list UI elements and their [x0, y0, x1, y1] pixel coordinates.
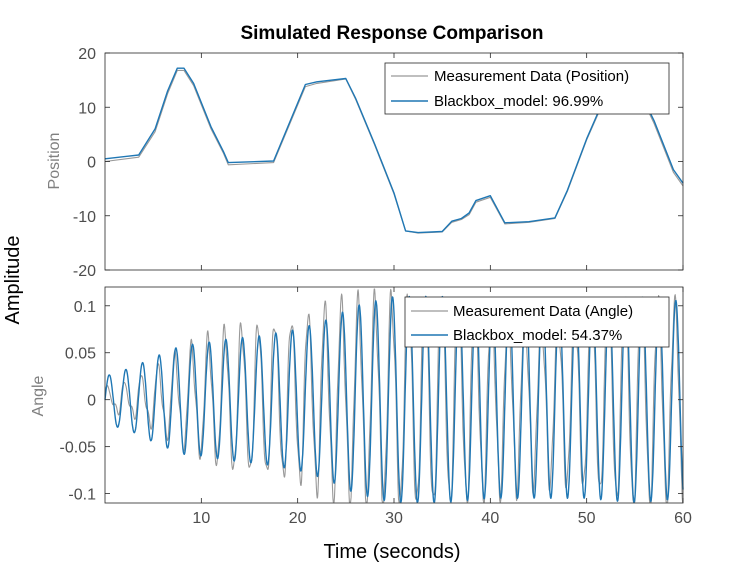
position-legend: Measurement Data (Position) Blackbox_mod… [384, 62, 670, 115]
y-tick-label: 20 [78, 46, 96, 63]
position-series-group [104, 67, 684, 234]
legend-label-angle-model: Blackbox_model: 54.37% [453, 327, 622, 344]
x-axis-label: Time (seconds) [323, 541, 460, 563]
angle-legend-box [404, 296, 670, 348]
y-tick-label: -20 [73, 263, 96, 280]
x-tick-label: 50 [578, 510, 596, 527]
position-axes: -20 -10 0 10 20 Position Measurement Data (P… [46, 46, 684, 280]
angle-ticks: 10 20 30 40 50 60 -0.1 -0.05 0 0.05 0.1 [60, 287, 692, 527]
legend-label-position-model: Blackbox_model: 96.99% [434, 93, 603, 110]
x-tick-label: 60 [674, 510, 692, 527]
y-tick-label: -0.05 [60, 440, 97, 457]
y-tick-label: 0 [87, 155, 96, 172]
y-tick-label: -10 [73, 209, 96, 226]
position-model-line [104, 67, 684, 234]
x-tick-label: 30 [385, 510, 403, 527]
angle-ylabel: Angle [30, 375, 47, 416]
y-tick-label: 0.05 [65, 346, 96, 363]
angle-axes: 10 20 30 40 50 60 -0.1 -0.05 0 0.05 0.1 Angle Meas… [30, 286, 692, 527]
chart-title: Simulated Response Comparison [240, 23, 543, 44]
position-ticks: -20 -10 0 10 20 [73, 46, 684, 280]
y-axis-label: Amplitude [2, 236, 24, 325]
y-tick-label: -0.1 [68, 487, 96, 504]
y-tick-label: 0.1 [74, 299, 96, 316]
legend-label-position-measurement: Measurement Data (Position) [434, 68, 629, 85]
angle-measurement-line [104, 288, 684, 503]
x-tick-label: 20 [289, 510, 307, 527]
x-tick-label: 40 [481, 510, 499, 527]
y-tick-label: 10 [78, 100, 96, 117]
position-legend-box [384, 62, 670, 115]
x-tick-label: 10 [192, 510, 210, 527]
angle-model-line [104, 295, 684, 503]
legend-label-angle-measurement: Measurement Data (Angle) [453, 303, 633, 320]
position-ylabel: Position [46, 133, 63, 190]
angle-series-group [104, 288, 684, 503]
y-tick-label: 0 [87, 393, 96, 410]
angle-legend: Measurement Data (Angle) Blackbox_model:… [404, 296, 670, 348]
